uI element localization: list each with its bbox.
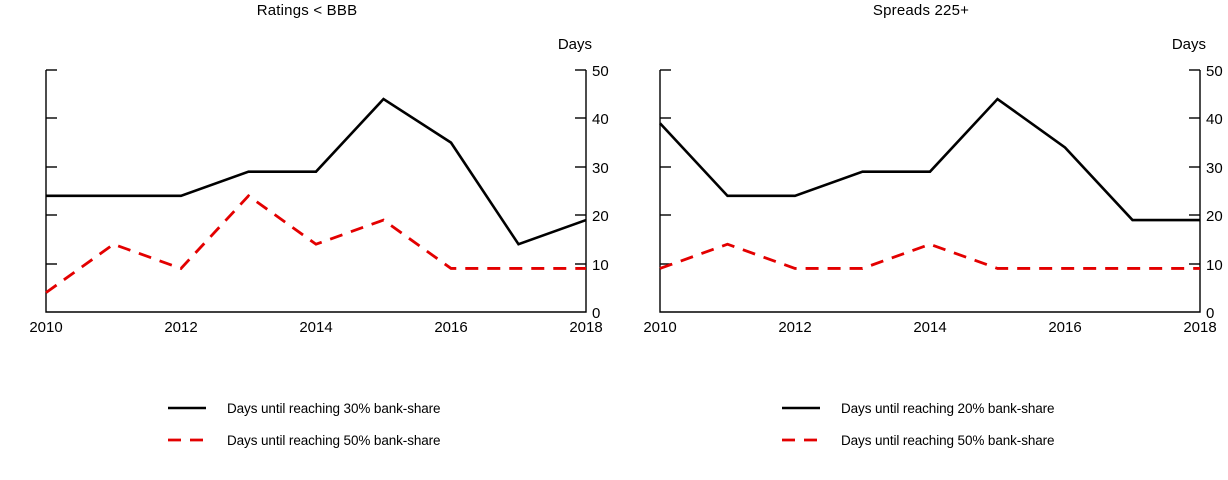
- panel-title-right: Spreads 225+: [872, 2, 970, 19]
- legend-label: Days until reaching 20% bank-share: [841, 400, 1055, 416]
- x-tick-label: 2014: [299, 319, 332, 336]
- y-axis-unit-label-right: Days: [1171, 36, 1206, 53]
- legend-right: Days until reaching 20% bank-share Days …: [614, 392, 1228, 456]
- y-ticks-right-side: [1189, 69, 1200, 265]
- legend-swatch-solid-icon: [782, 401, 820, 415]
- y-tick-label: 0: [1206, 305, 1214, 322]
- series-line-solid: [659, 97, 1200, 222]
- panel-title-left: Ratings < BBB: [256, 2, 358, 19]
- y-ticks-left-side: [660, 69, 671, 265]
- legend-item: Days until reaching 30% bank-share: [0, 392, 614, 424]
- legend-swatch-dashed-icon: [168, 433, 206, 447]
- legend-label: Days until reaching 50% bank-share: [841, 432, 1055, 448]
- legend-left: Days until reaching 30% bank-share Days …: [0, 392, 614, 456]
- panel-ratings-below-bbb: Ratings < BBB Days 50: [0, 2, 614, 456]
- panel-spreads-225-plus: Spreads 225+ Days 50 40 30 20 10: [614, 0, 1228, 480]
- series-line-dashed: [659, 242, 1200, 270]
- axis-frame-right: [659, 70, 1201, 313]
- legend-swatch-dashed-icon: [782, 433, 820, 447]
- y-tick-label: 50: [1206, 63, 1223, 80]
- y-tick-label: 0: [592, 305, 600, 322]
- x-tick-label: 2012: [164, 319, 197, 336]
- x-tick-label: 2016: [1048, 319, 1081, 336]
- plot-area-right: 50 40 30 20 10 0 2010 2012 2014 2016 201…: [643, 63, 1223, 336]
- y-tick-label: 40: [1206, 111, 1223, 128]
- x-tick-label: 2018: [1183, 319, 1216, 336]
- x-tick-label: 2016: [434, 319, 467, 336]
- y-tick-label: 10: [592, 257, 609, 274]
- x-tick-label: 2018: [569, 319, 602, 336]
- legend-label: Days until reaching 50% bank-share: [227, 432, 441, 448]
- legend-label: Days until reaching 30% bank-share: [227, 400, 441, 416]
- y-axis-unit-label-left: Days: [557, 36, 592, 53]
- y-tick-label: 30: [592, 160, 609, 177]
- legend-item: Days until reaching 20% bank-share: [614, 392, 1228, 424]
- legend-swatch-solid-icon: [168, 401, 206, 415]
- y-tick-label: 50: [592, 63, 609, 80]
- y-ticks-left-side: [46, 69, 57, 265]
- y-ticks-right-side: [575, 69, 586, 265]
- legend-item: Days until reaching 50% bank-share: [0, 424, 614, 456]
- x-tick-label: 2010: [643, 319, 676, 336]
- y-tick-label: 20: [592, 208, 609, 225]
- series-line-solid: [46, 97, 587, 246]
- legend-item: Days until reaching 50% bank-share: [614, 424, 1228, 456]
- series-line-dashed: [45, 193, 586, 294]
- axis-frame-left: [45, 70, 587, 313]
- y-tick-label: 10: [1206, 257, 1223, 274]
- x-tick-label: 2012: [778, 319, 811, 336]
- x-tick-label: 2010: [29, 319, 62, 336]
- x-tick-label: 2014: [913, 319, 946, 336]
- y-tick-label: 40: [592, 111, 609, 128]
- y-tick-label: 20: [1206, 208, 1223, 225]
- y-tick-label: 30: [1206, 160, 1223, 177]
- plot-area-left: 50 40 30 20 10 0 2010 2012 2014 2016 201…: [29, 63, 609, 336]
